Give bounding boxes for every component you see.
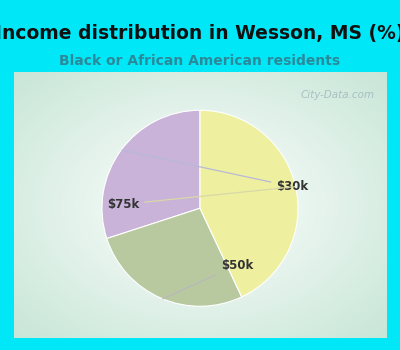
- Text: Black or African American residents: Black or African American residents: [60, 54, 340, 68]
- Wedge shape: [200, 110, 298, 297]
- Text: $50k: $50k: [163, 259, 253, 299]
- Text: $30k: $30k: [122, 150, 308, 193]
- Text: Income distribution in Wesson, MS (%): Income distribution in Wesson, MS (%): [0, 24, 400, 43]
- Wedge shape: [102, 110, 200, 239]
- Text: City-Data.com: City-Data.com: [301, 90, 375, 100]
- Text: $75k: $75k: [107, 187, 295, 211]
- Wedge shape: [107, 208, 242, 306]
